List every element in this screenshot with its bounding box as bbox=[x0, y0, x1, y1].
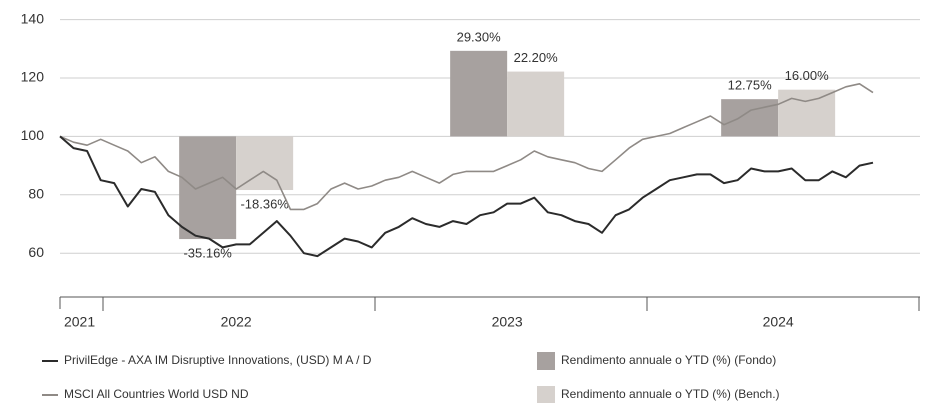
bar-value-label: 29.30% bbox=[457, 29, 502, 44]
line-series bbox=[59, 83, 874, 211]
x-tick-label: 2024 bbox=[763, 314, 794, 330]
legend-label: Rendimento annuale o YTD (%) (Fondo) bbox=[561, 353, 776, 367]
line-series bbox=[59, 135, 874, 258]
y-tick-label: 80 bbox=[28, 186, 44, 202]
bar bbox=[179, 136, 237, 240]
x-tick-label: 2021 bbox=[64, 314, 95, 330]
legend-swatch bbox=[537, 352, 555, 370]
y-tick-label: 120 bbox=[21, 69, 45, 85]
bar bbox=[507, 71, 565, 137]
bar bbox=[778, 89, 836, 137]
bar-value-label: 12.75% bbox=[728, 78, 773, 93]
legend-swatch bbox=[537, 386, 555, 404]
bar bbox=[236, 136, 294, 191]
legend-label: Rendimento annuale o YTD (%) (Bench.) bbox=[561, 387, 780, 401]
bar-value-label: 22.20% bbox=[514, 50, 559, 65]
bar bbox=[721, 99, 779, 137]
bar-value-label: -35.16% bbox=[183, 246, 232, 261]
y-tick-label: 140 bbox=[21, 10, 45, 26]
x-tick-label: 2023 bbox=[492, 314, 523, 330]
bar-value-label: -18.36% bbox=[240, 196, 289, 211]
x-tick-label: 2022 bbox=[221, 314, 252, 330]
y-tick-label: 60 bbox=[28, 244, 44, 260]
y-tick-label: 100 bbox=[21, 127, 45, 143]
legend-label: MSCI All Countries World USD ND bbox=[64, 387, 249, 401]
bar-value-label: 16.00% bbox=[785, 68, 830, 83]
bar bbox=[450, 50, 508, 137]
legend-label: PrivilEdge - AXA IM Disruptive Innovatio… bbox=[64, 353, 372, 367]
